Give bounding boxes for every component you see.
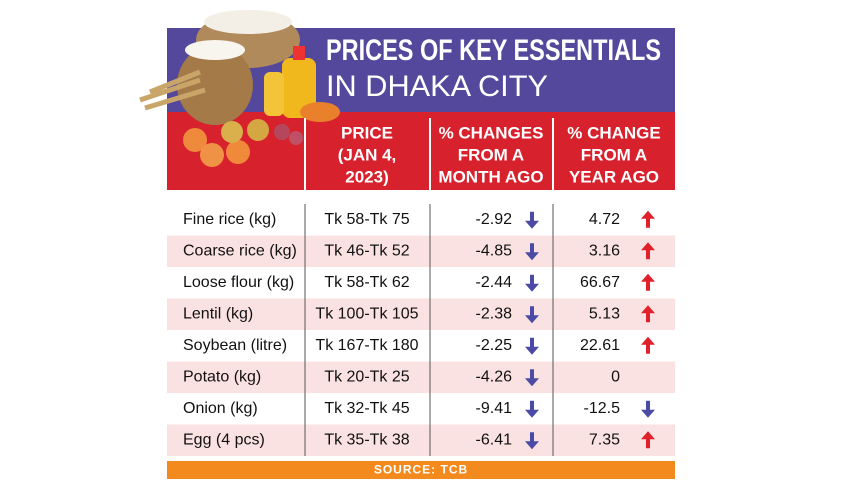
title: PRICES OF KEY ESSENTIALS <box>326 34 661 67</box>
column-header: % CHANGE <box>567 123 661 142</box>
change-value: 4.72 <box>589 211 620 228</box>
rice <box>204 10 292 34</box>
item: Egg (4 pcs) <box>183 431 265 448</box>
up-arrow <box>641 242 655 260</box>
item: Potato (kg) <box>183 368 261 385</box>
column-header: FROM A <box>581 145 647 164</box>
row-band <box>167 361 675 393</box>
row-band <box>167 298 675 330</box>
price: Tk 32-Tk 45 <box>324 400 409 417</box>
bottle-cap <box>293 46 305 60</box>
column-header: PRICE <box>341 123 393 142</box>
up-arrow <box>641 336 655 354</box>
column-header: FROM A <box>458 145 524 164</box>
price: Tk 20-Tk 25 <box>324 368 409 385</box>
flour <box>185 40 245 60</box>
price: Tk 58-Tk 75 <box>324 211 409 228</box>
change-value: -12.5 <box>584 400 621 417</box>
down-arrow <box>525 306 539 324</box>
down-arrow <box>525 337 539 355</box>
food-illustration <box>139 10 340 167</box>
price: Tk 58-Tk 62 <box>324 274 409 291</box>
down-arrow <box>641 400 655 418</box>
column-header: YEAR AGO <box>569 167 659 186</box>
change-value: -9.41 <box>476 400 513 417</box>
change-value: 7.35 <box>589 431 620 448</box>
wheat <box>139 69 206 111</box>
egg <box>200 143 224 167</box>
down-arrow <box>525 369 539 387</box>
down-arrow <box>525 243 539 261</box>
column-header: MONTH AGO <box>438 167 543 186</box>
price: Tk 100-Tk 105 <box>315 305 418 322</box>
change-value: -2.25 <box>476 337 513 354</box>
down-arrow <box>525 211 539 229</box>
up-arrow <box>641 210 655 228</box>
oil-bottle-small <box>264 72 284 116</box>
onion <box>274 124 290 140</box>
up-arrow <box>641 431 655 449</box>
flour-sack <box>177 45 253 125</box>
source-bar <box>167 461 675 479</box>
potato <box>221 121 243 143</box>
column-header: % CHANGES <box>439 123 544 142</box>
change-value: -4.85 <box>476 242 513 259</box>
egg <box>183 128 207 152</box>
price: Tk 167-Tk 180 <box>315 337 418 354</box>
item: Fine rice (kg) <box>183 211 276 228</box>
item: Lentil (kg) <box>183 305 253 322</box>
change-value: 0 <box>611 368 620 385</box>
oil-bottle <box>282 58 316 118</box>
item: Loose flour (kg) <box>183 274 294 291</box>
change-value: -4.26 <box>476 368 513 385</box>
row-band <box>167 424 675 456</box>
change-value: -2.38 <box>476 305 513 322</box>
price: Tk 35-Tk 38 <box>324 431 409 448</box>
up-arrow <box>641 273 655 291</box>
item: Soybean (litre) <box>183 337 287 354</box>
subtitle: IN DHAKA CITY <box>326 70 548 103</box>
potato <box>247 119 269 141</box>
change-value: -2.92 <box>476 211 513 228</box>
down-arrow <box>525 274 539 292</box>
change-value: -2.44 <box>476 274 513 291</box>
column-header: (JAN 4, <box>338 145 397 164</box>
change-value: 3.16 <box>589 242 620 259</box>
row-band <box>167 235 675 267</box>
change-value: 66.67 <box>580 274 620 291</box>
egg <box>226 140 250 164</box>
up-arrow <box>641 305 655 323</box>
down-arrow <box>525 400 539 418</box>
change-value: 5.13 <box>589 305 620 322</box>
onion <box>289 131 303 145</box>
source: SOURCE: TCB <box>374 463 468 477</box>
price: Tk 46-Tk 52 <box>324 242 409 259</box>
item: Coarse rice (kg) <box>183 242 297 259</box>
change-value: 22.61 <box>580 337 620 354</box>
column-header: 2023) <box>345 167 388 186</box>
down-arrow <box>525 432 539 450</box>
lentil <box>300 102 340 122</box>
item: Onion (kg) <box>183 400 258 417</box>
change-value: -6.41 <box>476 431 513 448</box>
